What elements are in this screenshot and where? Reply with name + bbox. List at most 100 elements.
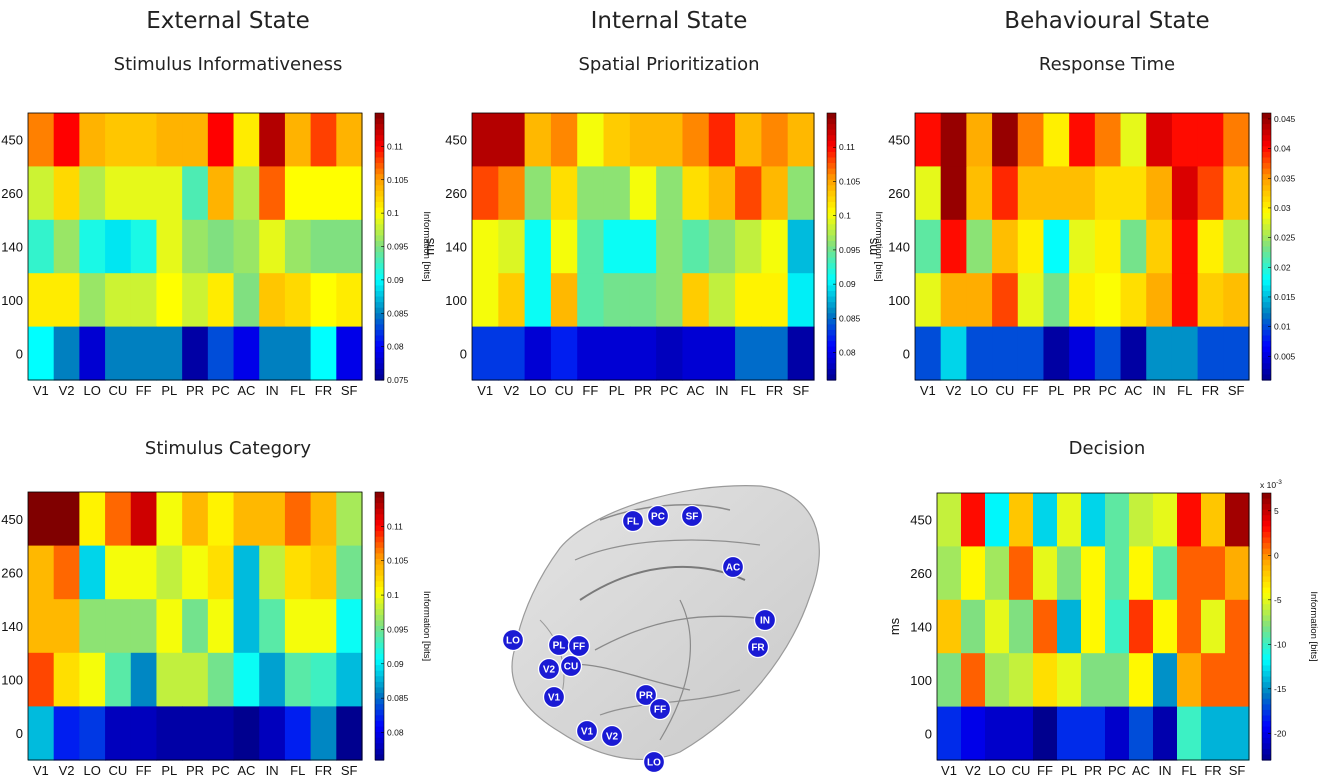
colorbar-segment [375, 129, 384, 136]
colorbar-segment [1262, 548, 1271, 555]
heatmap-cell [28, 492, 55, 547]
heatmap-cell [310, 545, 337, 600]
colorbar-segment [1262, 124, 1271, 131]
colorbar-segment [375, 743, 384, 750]
heatmap-panel: V1 V2 LO CU FF PL PR PC AC IN FL FR SF 450 260 140 100 0 m… [865, 112, 1296, 398]
colorbar-segment [375, 168, 384, 175]
heatmap-cell [1153, 493, 1178, 547]
colorbar-segment [375, 296, 384, 303]
x-tick-label: V1 [33, 763, 49, 778]
heatmap-cell [284, 273, 312, 328]
colorbar-segment [375, 653, 384, 661]
x-tick-label: V2 [59, 383, 75, 398]
heatmap-cell [182, 545, 209, 600]
colorbar-segment [827, 318, 836, 325]
heatmap-cell [182, 652, 209, 707]
colorbar-segment [1262, 637, 1271, 644]
x-tick-label: FF [136, 383, 152, 398]
colorbar-segment [827, 140, 836, 147]
heatmap-cell [1009, 653, 1034, 708]
colorbar-tick-label: 0.03 [1274, 203, 1291, 213]
heatmap-cell [915, 166, 942, 221]
colorbar-segment [375, 720, 384, 728]
colorbar-segment [1262, 363, 1271, 370]
x-tick-label: PC [212, 383, 230, 398]
colorbar-segment [375, 179, 384, 186]
heatmap-cell [961, 706, 986, 761]
heatmap-cell [1105, 599, 1130, 654]
heatmap-cell [284, 545, 312, 600]
heatmap-cell [1120, 273, 1147, 328]
heatmap-cell [985, 706, 1010, 761]
heatmap-cell [28, 326, 55, 381]
heatmap-cell [1057, 493, 1082, 547]
heatmap-cell [1201, 493, 1226, 547]
colorbar-segment [827, 363, 836, 370]
colorbar-segment [375, 252, 384, 259]
electrode-marker [648, 697, 672, 721]
x-tick-label: IN [266, 763, 279, 778]
heatmap-cell [603, 113, 631, 167]
heatmap-cell [937, 653, 962, 708]
heatmap-cell [53, 599, 80, 654]
electrode-marker [753, 608, 777, 632]
heatmap-cell [708, 166, 736, 221]
colorbar-segment [1262, 570, 1271, 578]
colorbar-segment [375, 598, 384, 605]
colorbar-segment [827, 207, 836, 214]
colorbar-segment [1262, 565, 1271, 572]
colorbar-segment [827, 179, 836, 186]
heatmap-cell [207, 599, 235, 654]
heatmap-cell [130, 492, 158, 547]
colorbar-segment [827, 346, 836, 353]
electrode-marker [542, 685, 566, 709]
heatmap-cell [1129, 546, 1154, 601]
x-tick-label: PL [161, 383, 177, 398]
heatmap-cell [336, 166, 363, 221]
colorbar-tick-label: 0.09 [839, 279, 856, 289]
heatmap-cell [28, 652, 55, 707]
heatmap-cell [207, 273, 235, 328]
heatmap-cell [156, 166, 183, 221]
heatmap-cell [105, 706, 132, 761]
colorbar-segment [375, 268, 384, 275]
heatmap-cell [182, 599, 209, 654]
heatmap-cell [1057, 599, 1082, 654]
colorbar-segment [1262, 676, 1271, 683]
colorbar-segment [1262, 587, 1271, 594]
heatmap-cell [961, 546, 986, 601]
colorbar-segment [1262, 240, 1271, 248]
colorbar-segment [1262, 643, 1271, 650]
electrode-v1: V1 [575, 719, 599, 743]
colorbar-segment [1262, 140, 1271, 147]
colorbar-segment [827, 185, 836, 192]
colorbar-segment [1262, 163, 1271, 170]
heatmap-cell [28, 599, 55, 654]
y-axis-label: ms [887, 617, 902, 635]
colorbar-segment [827, 129, 836, 136]
colorbar-segment [1262, 659, 1271, 667]
heatmap-cell [233, 492, 260, 547]
heatmap-panel: V1 V2 LO CU FF PL PR PC AC IN FL FR SF 450 260 140 100 0 m… [887, 479, 1319, 778]
colorbar-tick-label: 0.08 [839, 348, 856, 358]
colorbar-segment [827, 313, 836, 320]
heatmap-cell [682, 113, 710, 167]
colorbar-segment [1262, 190, 1271, 198]
colorbar-segment [1262, 576, 1271, 583]
x-tick-label: V1 [941, 763, 957, 778]
y-tick-label: 100 [888, 293, 910, 308]
colorbar-segment [827, 302, 836, 309]
x-tick-label: PR [186, 383, 204, 398]
colorbar-segment [1262, 129, 1271, 136]
colorbar-segment [1262, 693, 1271, 700]
x-tick-label: SF [793, 383, 810, 398]
heatmap-cell [787, 273, 815, 328]
x-tick-label: SF [341, 383, 358, 398]
heatmap-cell [937, 706, 962, 761]
electrode-fr: FR [746, 635, 770, 659]
colorbar-segment [1262, 357, 1271, 364]
heatmap-cell [1171, 326, 1199, 381]
heatmap-cell [682, 219, 710, 274]
electrode-label: CU [564, 662, 578, 673]
colorbar-segment [375, 329, 384, 337]
